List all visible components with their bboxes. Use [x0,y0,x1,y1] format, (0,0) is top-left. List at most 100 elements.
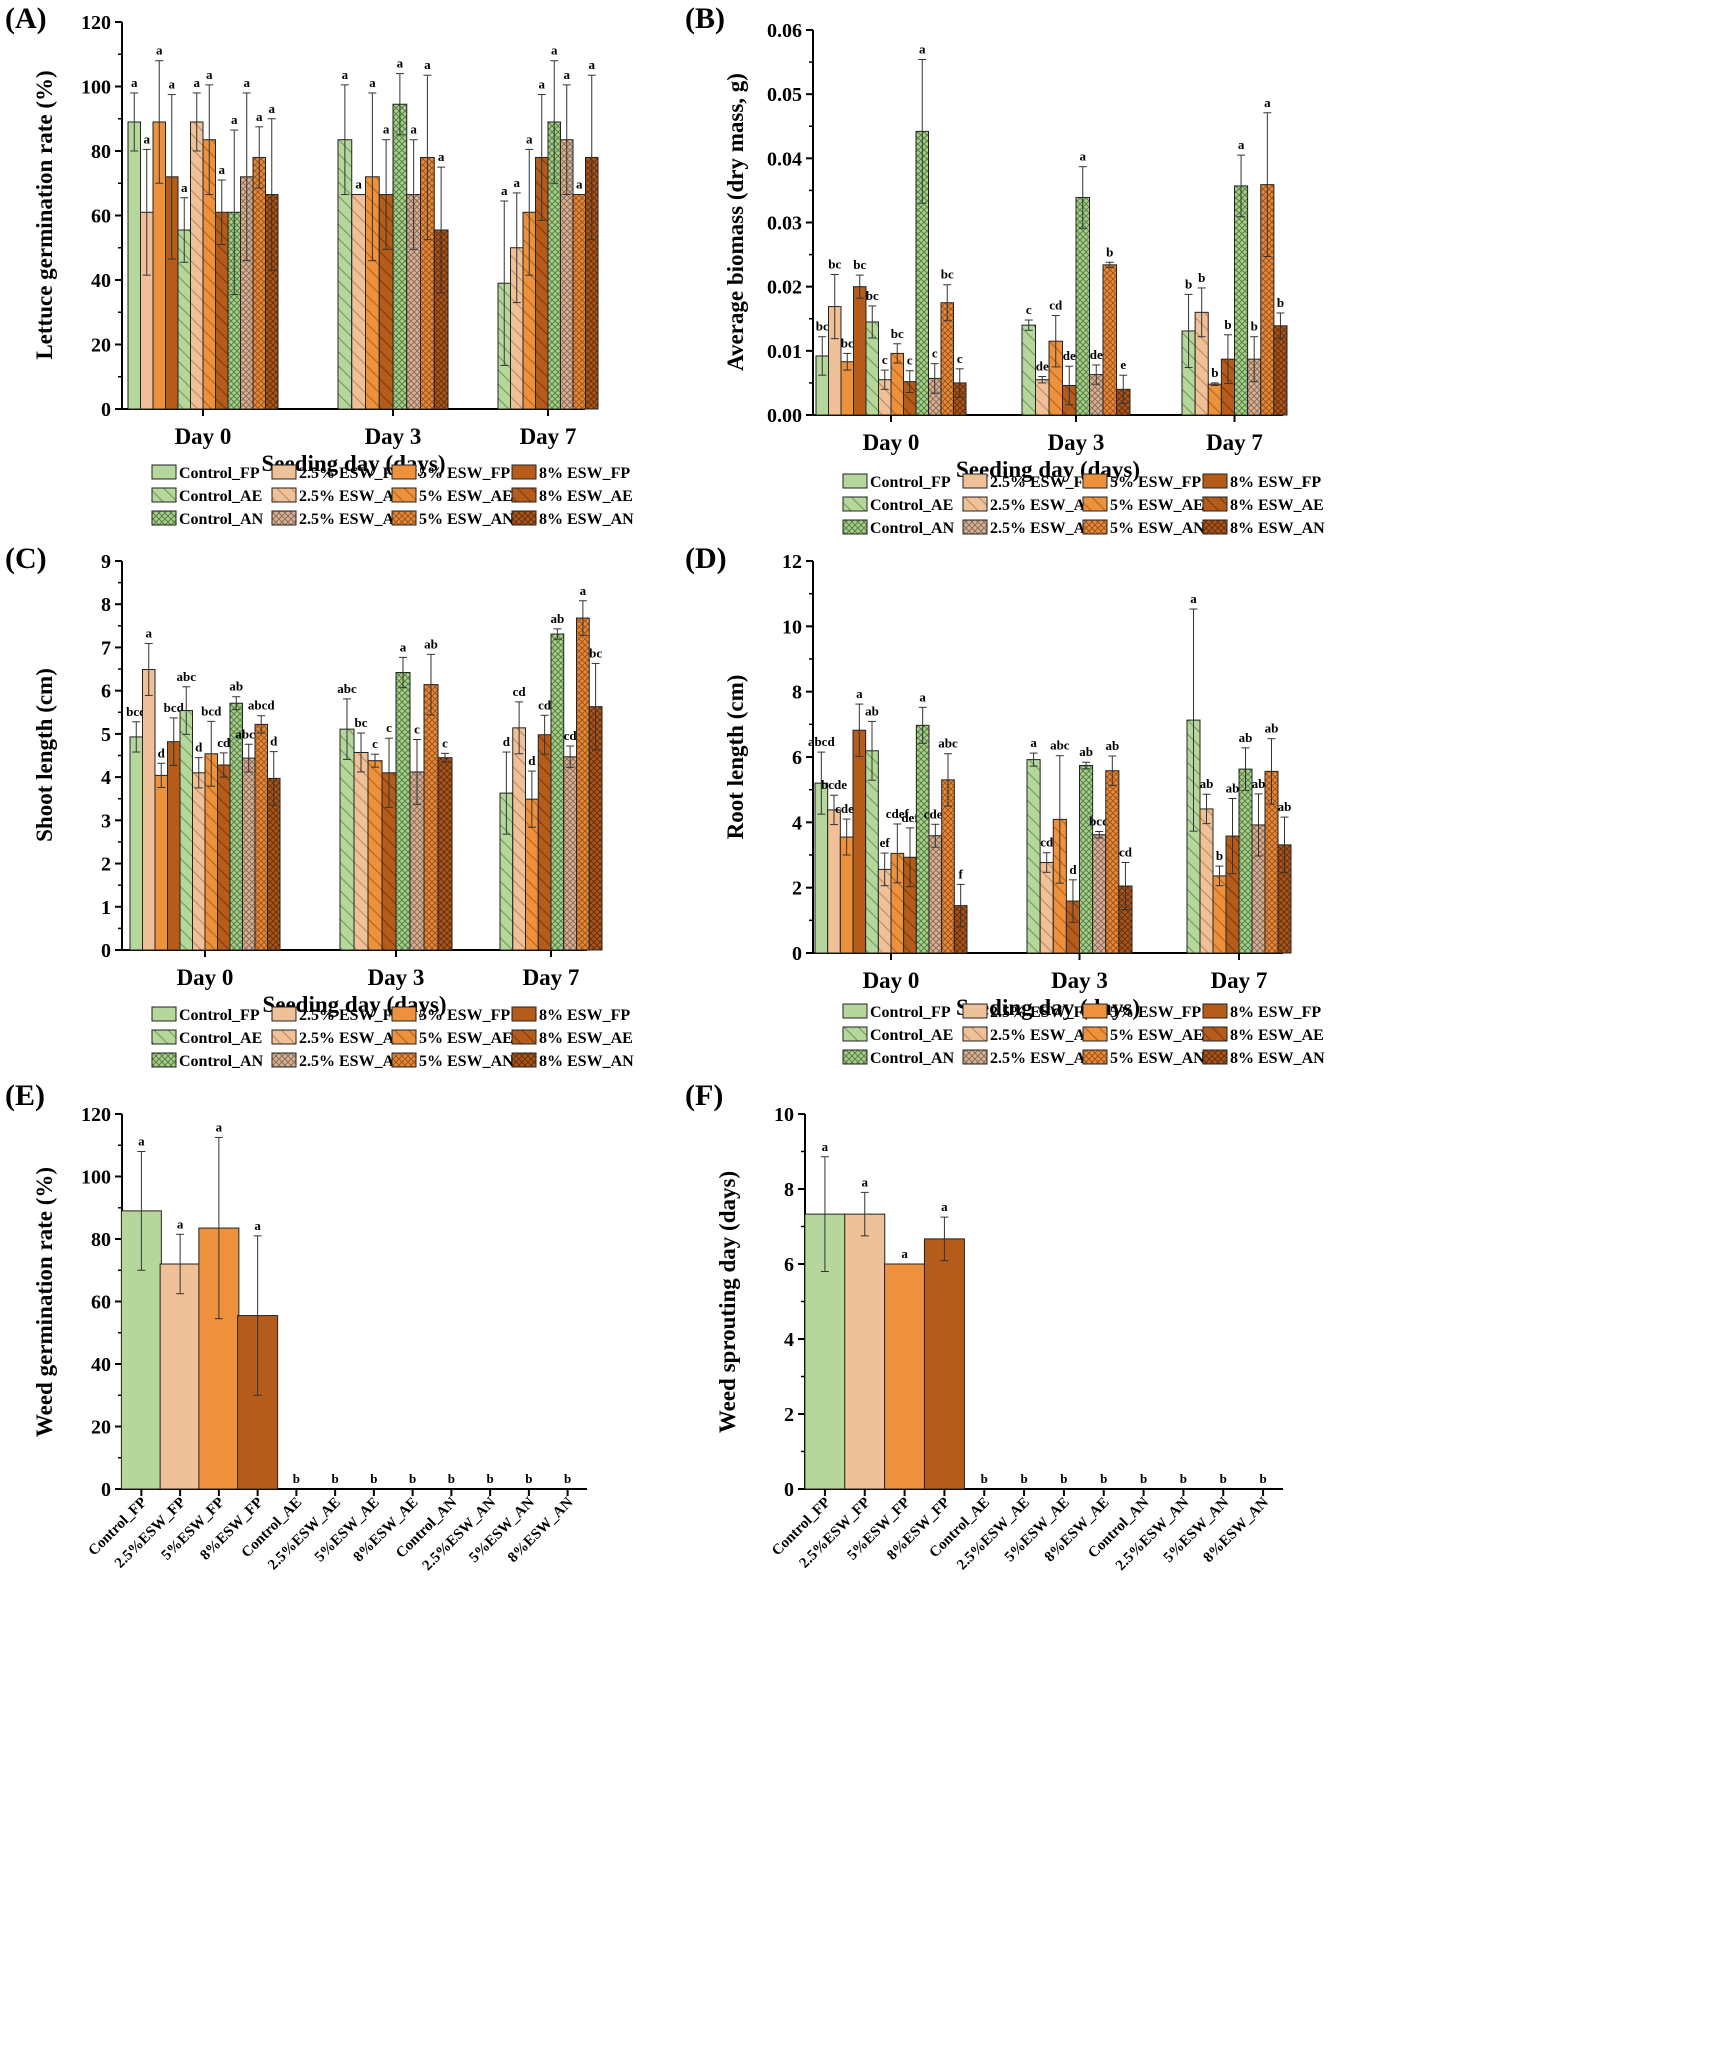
legend-swatch-5pct-esw-ae [391,1029,417,1045]
significance-letter: b [448,1471,455,1486]
y-tick-label: 6 [784,1254,794,1276]
significance-letter: a [526,131,533,146]
significance-letter: a [1030,735,1037,750]
significance-letter: a [1080,149,1087,164]
y-tick-label: 2 [792,878,802,900]
y-tick-label: 0 [784,1479,794,1501]
significance-letter: abcd [808,734,836,749]
x-tick-label: Day 0 [175,424,232,449]
significance-letter: a [576,177,583,192]
y-axis-title: Root length (cm) [723,675,748,840]
legend-swatch-8pct-esw-fp [1202,473,1228,489]
bar-5pct-esw-ae-day-3 [367,760,383,951]
legend-label-2-5pct-esw-fp: 2.5% ESW_FP [990,474,1093,491]
legend-label-2-5pct-esw-fp: 2.5% ESW_FP [990,1004,1093,1021]
bar-5pct-esw-an-day-0 [252,156,266,410]
significance-letter: cd [217,735,231,750]
significance-letter: c [386,720,392,735]
legend-swatch-5pct-esw-an [391,510,417,526]
legend-swatch-control-fp [842,1003,868,1019]
significance-letter: cd [538,697,552,712]
legend-label-control-fp: Control_FP [179,465,260,482]
panel-label-a: (A) [5,2,47,35]
legend-swatch-control-an [842,1049,868,1065]
significance-letter: a [564,67,571,82]
chart-b: (B) 0.00 0.01 0.02 0.03 0.04 0.05 0.06 Average b… [685,2,1325,537]
legend-swatch-2-5pct-esw-ae [962,1026,988,1042]
significance-letter: a [1264,95,1271,110]
bar-control-an-day-0 [915,724,930,954]
y-axis-title: Average biomass (dry mass, g) [723,73,748,371]
significance-letter: b [1180,1471,1187,1486]
legend-swatch-8pct-esw-fp [511,1006,537,1022]
y-tick-label: 0.01 [767,341,802,363]
bar-5pct-esw-an-day-0 [254,723,268,951]
legend-label-5pct-esw-fp: 5% ESW_FP [419,465,510,482]
legend-label-8pct-esw-fp: 8% ESW_FP [1230,1004,1321,1021]
significance-letter: b [564,1471,571,1486]
bar-8pct-esw-fp-day-0 [852,729,867,954]
significance-letter: c [414,722,420,737]
legend-label-8pct-esw-fp: 8% ESW_FP [539,1007,630,1024]
significance-letter: cd [1040,835,1054,850]
significance-letter: a [589,57,596,72]
significance-letter: a [1190,591,1197,606]
significance-letter: b [1259,1471,1266,1486]
legend-swatch-control-ae [151,1029,177,1045]
significance-letter: abcd [248,698,276,713]
bar-control-an-day-3 [1075,196,1090,416]
x-tick-label: Day 0 [863,430,920,455]
significance-letter: a [919,689,926,704]
significance-letter: b [1224,317,1231,332]
legend-label-control-ae: Control_AE [870,497,953,514]
significance-letter: b [1216,848,1223,863]
significance-letter: bc [355,715,368,730]
y-tick-label: 120 [81,12,111,34]
legend-swatch-8pct-esw-an [511,1052,537,1068]
legend-label-2-5pct-esw-an: 2.5% ESW_AN [990,520,1097,537]
bar-2-5pct-esw-ae-day-3 [1035,379,1050,416]
legend-swatch-8pct-esw-fp [1202,1003,1228,1019]
y-axis-title: Weed germination rate (%) [32,1167,57,1437]
significance-letter: a [856,686,863,701]
legend-swatch-control-ae [151,487,177,503]
significance-letter: a [400,639,407,654]
y-tick-label: 1 [101,897,111,919]
bar-2-5pct-esw-an-day-0 [928,835,943,954]
significance-letter: de [1036,359,1049,374]
bar-control-ae-day-3 [1026,759,1041,954]
legend-swatch-5pct-esw-fp [1082,473,1108,489]
significance-letter: a [244,75,251,90]
bar-control-fp-day-0 [129,736,143,951]
bar-2-5pct-esw-an-day-7 [563,756,577,951]
legend-swatch-5pct-esw-fp [391,464,417,480]
legend-label-2-5pct-esw-an: 2.5% ESW_AN [299,1053,406,1070]
legend-label-control-ae: Control_AE [179,488,262,505]
bar-control-ae-day-3 [339,728,355,951]
legend-swatch-control-an [151,1052,177,1068]
bar-5pct-esw-an-day-3 [1105,770,1120,954]
x-tick-label: Day 0 [177,965,234,990]
legend-swatch-8pct-esw-ae [1202,496,1228,512]
legend-label-5pct-esw-ae: 5% ESW_AE [1110,497,1204,514]
y-tick-label: 12 [782,551,802,573]
legend-swatch-8pct-esw-ae [1202,1026,1228,1042]
significance-letter: bc [841,335,854,350]
significance-letter: a [138,1134,145,1149]
legend-swatch-8pct-esw-an [1202,1049,1228,1065]
significance-letter: bc [853,257,866,272]
bar-8pct-esw-an-day-7 [1273,325,1288,416]
significance-letter: abc [1050,738,1070,753]
significance-letter: a [862,1174,869,1189]
panel-label-d: (D) [685,542,727,575]
significance-letter: a [177,1216,184,1231]
significance-letter: ab [551,611,565,626]
bar-control-an-day-7 [1234,185,1249,416]
x-tick-label: Day 3 [1051,968,1108,993]
chart-e: (E) 0 20 40 60 80 100 120 Weed germination rate … [5,1079,587,1574]
y-tick-label: 6 [101,681,111,703]
y-tick-label: 8 [792,682,802,704]
legend-label-5pct-esw-fp: 5% ESW_FP [1110,474,1201,491]
bar-5pctesw-fp [884,1263,926,1490]
y-tick-label: 4 [101,767,111,789]
